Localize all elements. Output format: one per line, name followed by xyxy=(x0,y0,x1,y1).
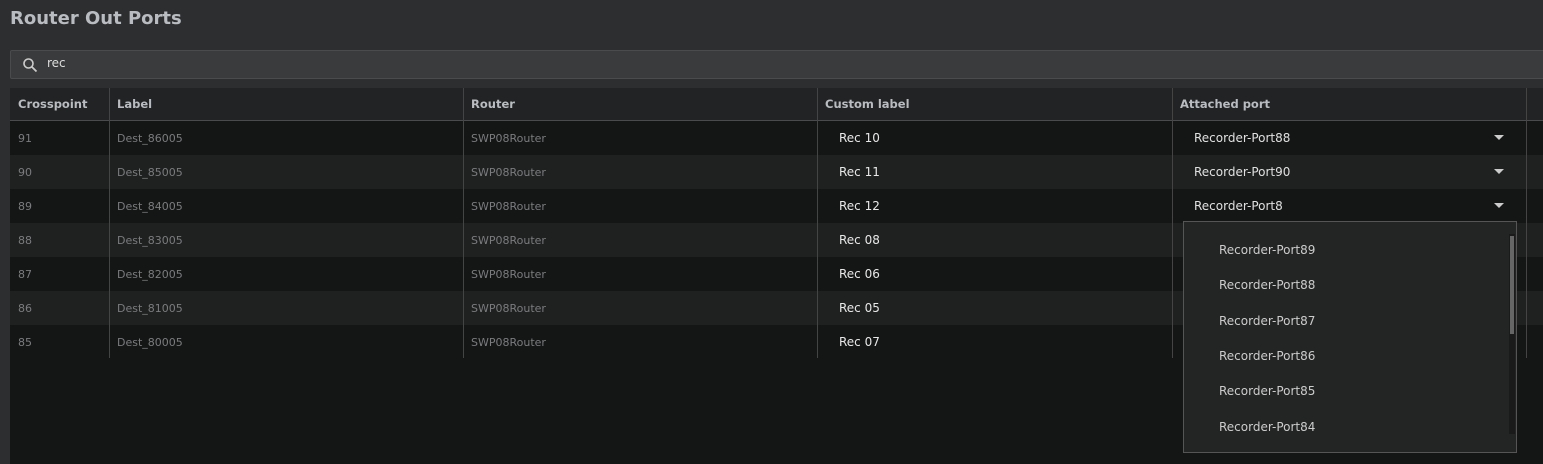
chevron-down-icon[interactable] xyxy=(1494,203,1504,208)
dropdown-option[interactable]: Recorder-Port86 xyxy=(1219,348,1316,363)
label-cell: Dest_86005 xyxy=(117,131,183,145)
dropdown-option[interactable]: Recorder-Port85 xyxy=(1219,384,1316,399)
table-row[interactable]: 89 Dest_84005 SWP08Router Rec 12 Recorder-Po… xyxy=(10,189,1543,223)
crosspoint-cell: 91 xyxy=(18,131,32,145)
column-header-router[interactable]: Router xyxy=(471,97,515,111)
search-bar[interactable] xyxy=(10,50,1543,79)
table-row[interactable]: 90 Dest_85005 SWP08Router Rec 11 Recorder-Po… xyxy=(10,155,1543,189)
custom-label-field[interactable]: Rec 11 xyxy=(839,165,880,179)
column-header-crosspoint[interactable]: Crosspoint xyxy=(18,97,88,111)
custom-label-field[interactable]: Rec 05 xyxy=(839,301,880,315)
dropdown-option[interactable]: Recorder-Port88 xyxy=(1219,278,1316,293)
label-cell: Dest_83005 xyxy=(117,233,183,247)
router-cell: SWP08Router xyxy=(471,233,546,247)
chevron-down-icon[interactable] xyxy=(1494,135,1504,140)
label-cell: Dest_85005 xyxy=(117,165,183,179)
label-cell: Dest_80005 xyxy=(117,335,183,349)
search-icon xyxy=(23,58,38,73)
router-cell: SWP08Router xyxy=(471,267,546,281)
dropdown-option[interactable]: Recorder-Port84 xyxy=(1219,419,1316,434)
label-cell: Dest_82005 xyxy=(117,267,183,281)
attached-port-select[interactable]: Recorder-Port88 xyxy=(1194,131,1291,145)
custom-label-field[interactable]: Rec 07 xyxy=(839,335,880,349)
label-cell: Dest_81005 xyxy=(117,301,183,315)
custom-label-field[interactable]: Rec 10 xyxy=(839,131,880,145)
table-header: Crosspoint Label Router Custom label Attache… xyxy=(10,88,1543,121)
router-cell: SWP08Router xyxy=(471,165,546,179)
scrollbar-thumb[interactable] xyxy=(1510,236,1514,334)
crosspoint-cell: 86 xyxy=(18,301,32,315)
chevron-down-icon[interactable] xyxy=(1494,169,1504,174)
column-header-custom-label[interactable]: Custom label xyxy=(825,97,910,111)
router-cell: SWP08Router xyxy=(471,131,546,145)
custom-label-field[interactable]: Rec 12 xyxy=(839,199,880,213)
crosspoint-cell: 88 xyxy=(18,233,32,247)
dropdown-scrollbar[interactable] xyxy=(1509,234,1515,434)
router-cell: SWP08Router xyxy=(471,199,546,213)
custom-label-field[interactable]: Rec 08 xyxy=(839,233,880,247)
attached-port-dropdown-menu: Recorder-Port89 Recorder-Port88 Recorder-P… xyxy=(1183,221,1517,453)
table-row[interactable]: 91 Dest_86005 SWP08Router Rec 10 Recorder-Po… xyxy=(10,121,1543,155)
dropdown-option[interactable]: Recorder-Port89 xyxy=(1219,243,1316,257)
router-cell: SWP08Router xyxy=(471,301,546,315)
search-input[interactable] xyxy=(45,55,649,71)
label-cell: Dest_84005 xyxy=(117,199,183,213)
router-cell: SWP08Router xyxy=(471,335,546,349)
crosspoint-cell: 85 xyxy=(18,335,32,349)
dropdown-option[interactable]: Recorder-Port87 xyxy=(1219,313,1316,328)
crosspoint-cell: 87 xyxy=(18,267,32,281)
page-title: Router Out Ports xyxy=(10,8,182,29)
crosspoint-cell: 89 xyxy=(18,199,32,213)
column-header-attached-port[interactable]: Attached port xyxy=(1180,97,1270,111)
attached-port-select[interactable]: Recorder-Port90 xyxy=(1194,165,1291,179)
custom-label-field[interactable]: Rec 06 xyxy=(839,267,880,281)
crosspoint-cell: 90 xyxy=(18,165,32,179)
column-header-label[interactable]: Label xyxy=(117,97,153,111)
attached-port-select[interactable]: Recorder-Port8 xyxy=(1194,199,1283,213)
